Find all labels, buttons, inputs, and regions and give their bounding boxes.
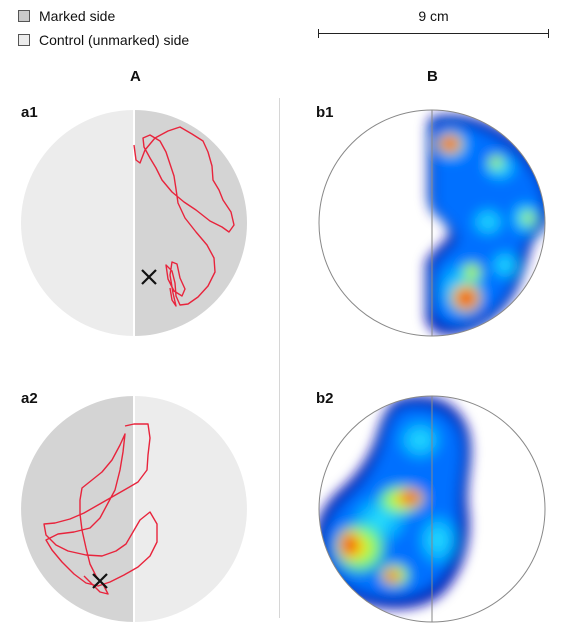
arena-a1 <box>21 110 247 336</box>
heatmap-b1 <box>318 109 546 337</box>
panel-label-b1: b1 <box>316 104 334 121</box>
arena-a2-marked-half <box>21 396 135 622</box>
scale-bar: 9 cm <box>318 8 549 38</box>
panel-label-a1: a1 <box>21 104 38 121</box>
cross-icon <box>141 269 157 285</box>
scale-line <box>318 29 549 38</box>
legend-label-control: Control (unmarked) side <box>39 32 190 48</box>
column-header-b: B <box>427 68 438 85</box>
legend-item-control: Control (unmarked) side <box>18 28 189 52</box>
control-swatch <box>18 34 30 46</box>
column-header-a: A <box>130 68 141 85</box>
legend-label-marked: Marked side <box>39 8 116 24</box>
heatmap-b2 <box>318 395 546 623</box>
arena-a2-control-half <box>134 396 247 622</box>
marked-swatch <box>18 10 30 22</box>
scale-label: 9 cm <box>418 8 449 24</box>
arena-a1-control-half <box>21 110 134 336</box>
arena-a1-marked-half <box>134 110 247 336</box>
legend-item-marked: Marked side <box>18 4 189 28</box>
track-a1 <box>133 126 235 307</box>
track-a2 <box>43 423 158 595</box>
cross-icon <box>92 573 108 589</box>
column-divider <box>279 98 280 618</box>
panel-label-b2: b2 <box>316 390 334 407</box>
arena-a2 <box>21 396 247 622</box>
panel-label-a2: a2 <box>21 390 38 407</box>
legend: Marked side Control (unmarked) side <box>18 4 189 52</box>
